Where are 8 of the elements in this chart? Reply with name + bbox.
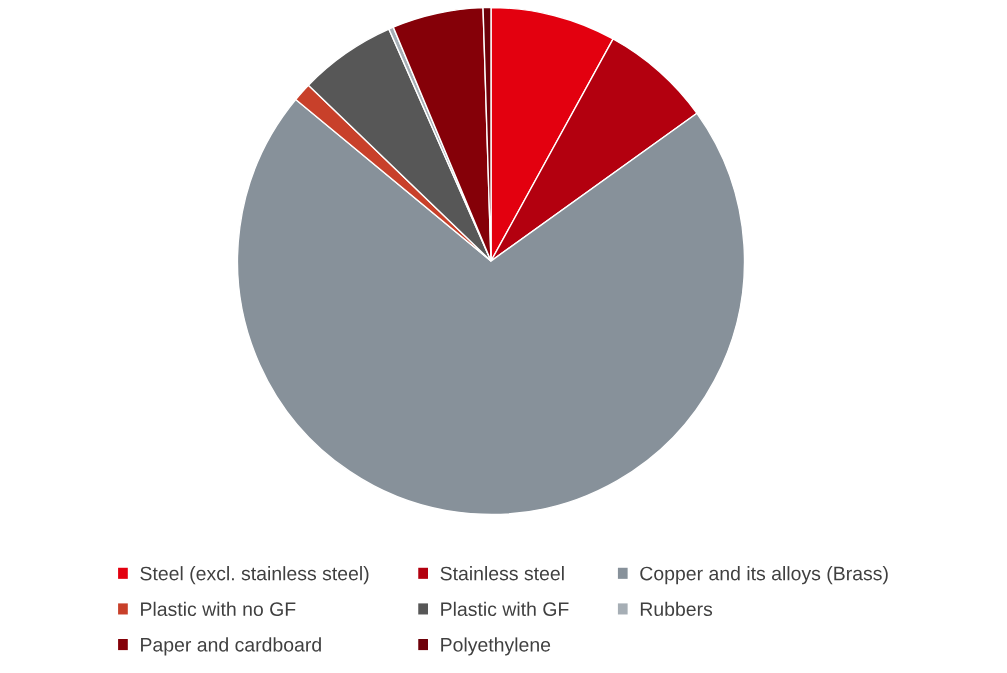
legend-label: Plastic with GF — [441, 601, 569, 617]
legend-label: Plastic with no GF — [141, 601, 296, 617]
legend-label: Stainless steel — [440, 566, 564, 581]
legend-label: Polyethylene — [441, 637, 551, 656]
legend-label: Copper and its alloys (Brass) — [640, 566, 888, 585]
legend-label: Rubbers — [640, 601, 713, 617]
legend-label: Paper and cardboard — [141, 637, 321, 656]
legend-label: Steel (excl. stainless steel) — [140, 566, 369, 585]
